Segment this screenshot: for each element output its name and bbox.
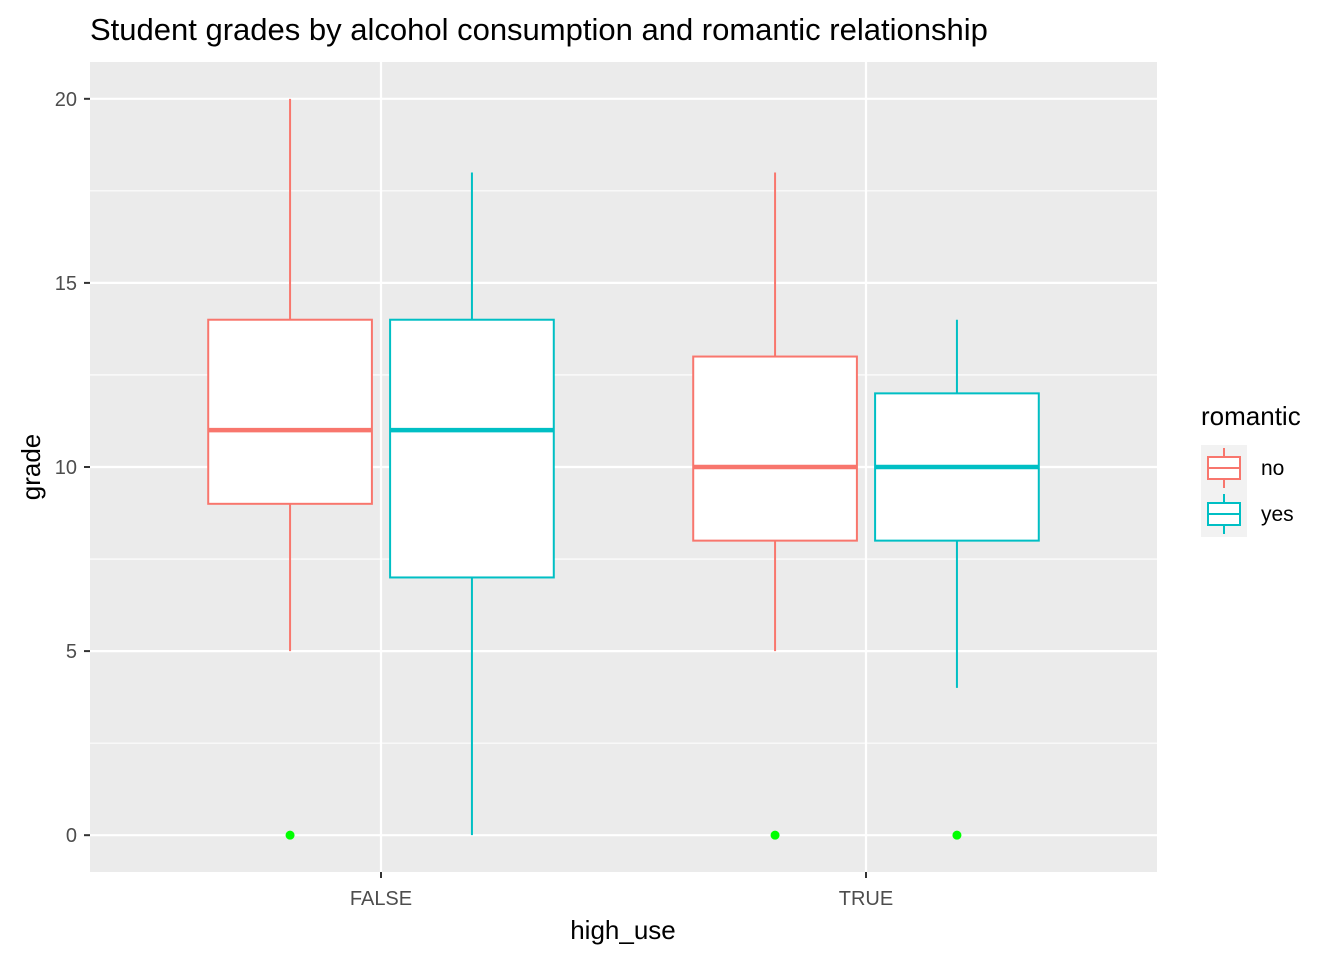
y-axis-title: grade xyxy=(16,434,46,501)
y-tick-label: 20 xyxy=(55,89,77,111)
outlier-point xyxy=(285,830,295,840)
x-axis-title: high_use xyxy=(570,915,676,945)
y-tick-label: 15 xyxy=(55,273,77,295)
y-axis: 0 5 10 15 20 xyxy=(55,89,90,847)
y-tick-label: 5 xyxy=(66,641,77,663)
iqr-box xyxy=(389,318,555,579)
x-tick-label: FALSE xyxy=(350,888,412,910)
legend-label: yes xyxy=(1261,503,1294,526)
legend-label: no xyxy=(1261,457,1284,480)
x-tick-label: TRUE xyxy=(839,888,893,910)
iqr-box xyxy=(207,318,373,505)
box-yes-FALSE xyxy=(389,172,555,836)
outlier-point xyxy=(770,830,780,840)
boxes xyxy=(207,98,1040,840)
legend-keys: no yes xyxy=(1201,445,1294,537)
y-tick-label: 10 xyxy=(55,457,77,479)
legend-title: romantic xyxy=(1201,401,1301,431)
box-yes-TRUE xyxy=(874,319,1040,840)
chart-title: Student grades by alcohol consumption an… xyxy=(90,12,988,47)
x-axis: FALSE TRUE xyxy=(350,872,893,910)
outlier-point xyxy=(952,830,962,840)
legend-item-no: no xyxy=(1201,445,1284,491)
box-no-TRUE xyxy=(692,172,858,840)
legend-item-yes: yes xyxy=(1201,491,1294,537)
box-no-FALSE xyxy=(207,98,373,840)
y-tick-label: 0 xyxy=(66,825,77,847)
legend: romantic no yes xyxy=(1201,401,1301,537)
iqr-box xyxy=(692,355,858,542)
